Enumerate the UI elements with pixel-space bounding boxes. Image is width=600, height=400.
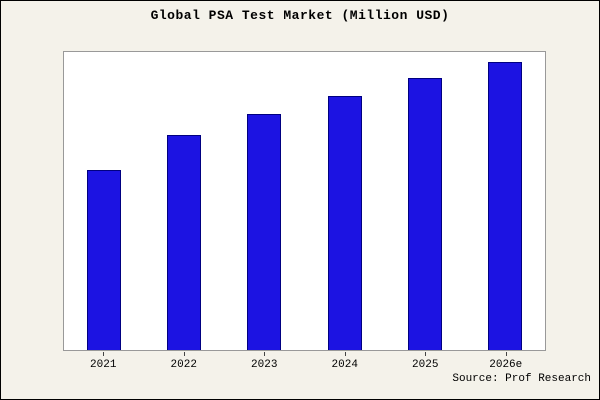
x-axis-tick	[183, 352, 185, 356]
x-tick-label-2026e: 2026e	[489, 359, 523, 371]
chart-title: Global PSA Test Market (Million USD)	[150, 8, 450, 23]
bar-2026e	[487, 61, 522, 350]
x-axis-tick	[505, 352, 507, 356]
source-credit: Source: Prof Research	[452, 373, 591, 385]
x-axis-tick	[264, 352, 266, 356]
bar-2025	[407, 77, 442, 350]
plot-area	[63, 51, 546, 351]
bar-2021	[87, 170, 122, 350]
x-axis-tick	[103, 352, 105, 356]
bar-2023	[247, 113, 282, 350]
x-tick-label-2022: 2022	[170, 359, 197, 371]
x-axis-tick	[344, 352, 346, 356]
x-tick-label-2025: 2025	[412, 359, 439, 371]
bar-2024	[327, 96, 362, 350]
x-axis-tick	[425, 352, 427, 356]
x-tick-label-2024: 2024	[331, 359, 358, 371]
x-tick-label-2021: 2021	[90, 359, 117, 371]
bar-2022	[167, 134, 202, 350]
x-tick-label-2023: 2023	[251, 359, 278, 371]
x-axis: 2021 2022 2023 2024 2025 2026e	[63, 352, 546, 378]
